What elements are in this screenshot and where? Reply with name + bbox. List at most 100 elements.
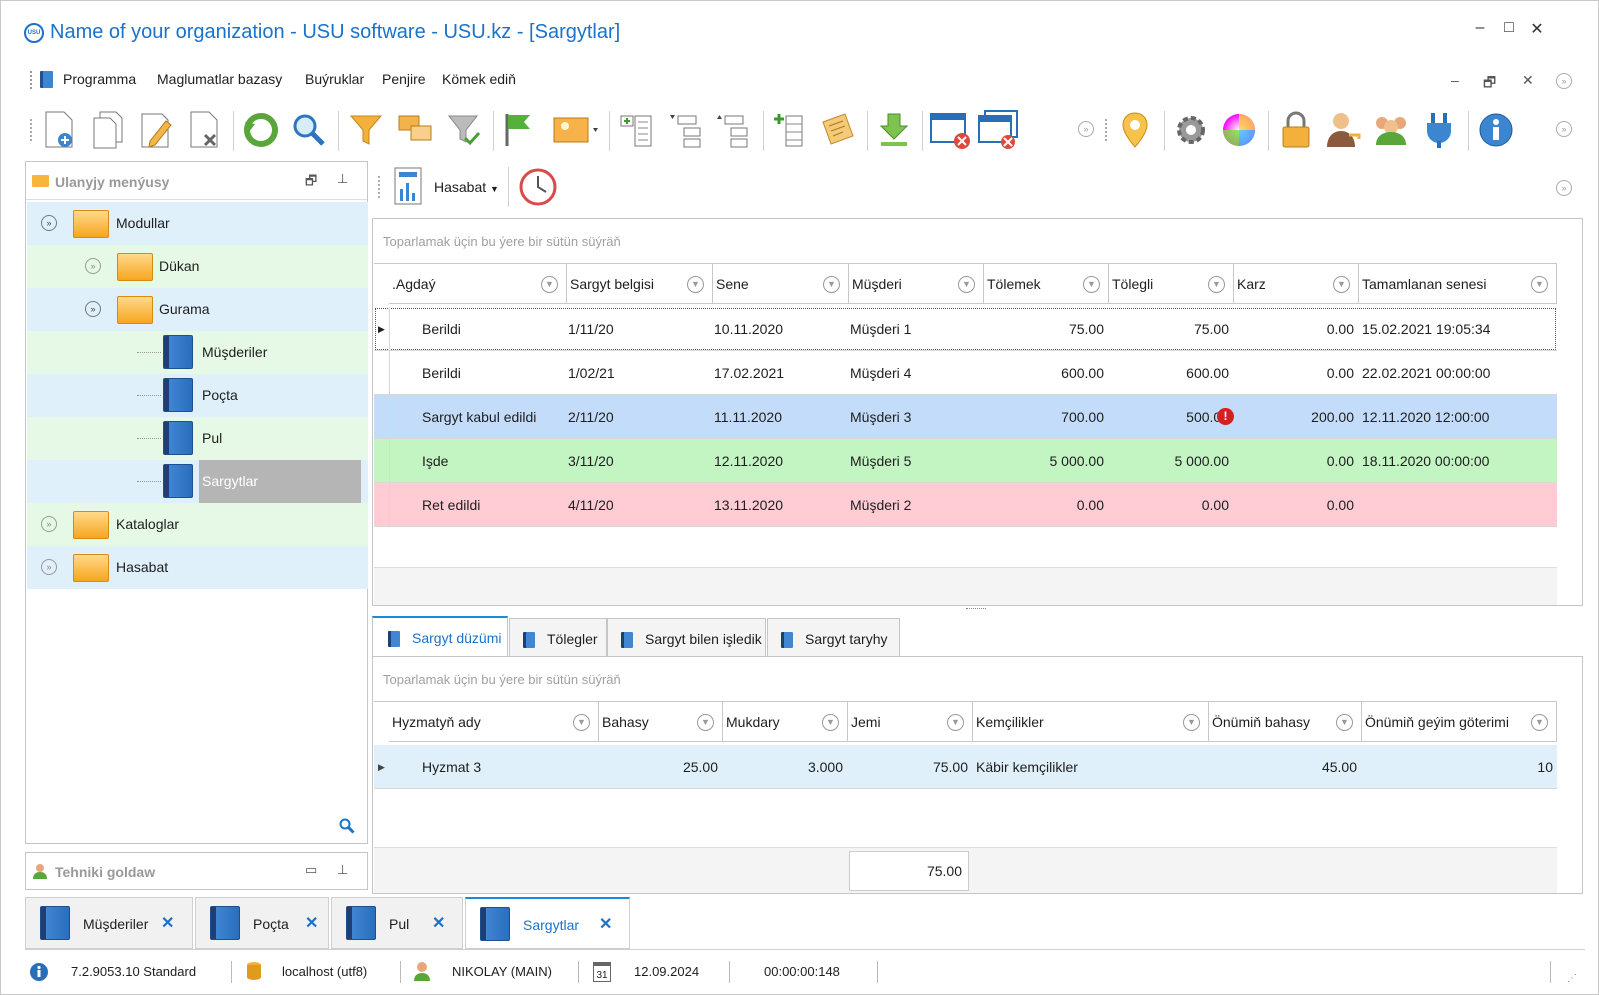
- float-panel-icon[interactable]: 🗗: [305, 173, 318, 188]
- expand-icon[interactable]: »: [41, 516, 57, 532]
- col-header-total[interactable]: Jemi ▼: [848, 702, 973, 742]
- close-tab-icon[interactable]: ✕: [599, 916, 613, 933]
- tree-item-hasabat[interactable]: » Hasabat: [27, 546, 368, 589]
- col-header-product-price[interactable]: Önümiň bahasy ▼: [1209, 702, 1362, 742]
- expand-icon[interactable]: [616, 109, 656, 151]
- resize-grip-icon[interactable]: ⋰: [1567, 973, 1577, 984]
- collapse-icon[interactable]: »: [85, 301, 101, 317]
- col-header-paid[interactable]: Tölegli ▼: [1109, 264, 1234, 304]
- collapse-icon[interactable]: »: [41, 215, 57, 231]
- toolbar2-more-icon[interactable]: »: [1556, 121, 1572, 137]
- order-row[interactable]: Işde 3/11/20 12.11.2020 Müşderi 5 5 000.00 5 …: [374, 439, 1557, 483]
- menu-help[interactable]: Kömek ediň: [442, 71, 516, 87]
- doc-tab-pocta[interactable]: Poçta ✕: [195, 897, 329, 949]
- tree-item-dukan[interactable]: » Dükan: [27, 245, 368, 288]
- maximize-button[interactable]: □: [1504, 19, 1514, 36]
- edit-icon[interactable]: [137, 109, 177, 151]
- close-window-icon[interactable]: [928, 109, 972, 151]
- tree-up-icon[interactable]: [712, 109, 752, 151]
- move-icon[interactable]: [395, 109, 435, 151]
- col-header-qty[interactable]: Mukdary ▼: [723, 702, 848, 742]
- menu-commands[interactable]: Buýruklar: [305, 71, 365, 87]
- search-icon[interactable]: [289, 109, 329, 151]
- tree-item-musderiler[interactable]: Müşderiler: [27, 331, 368, 374]
- close-tab-icon[interactable]: ✕: [432, 915, 446, 932]
- tree-item-sargytlar[interactable]: Sargytlar: [27, 460, 368, 503]
- col-header-wear[interactable]: Önümiň geýim göterimi ▼: [1362, 702, 1557, 742]
- order-row[interactable]: ▶ Berildi 1/11/20 10.11.2020 Müşderi 1 75.00 7…: [374, 307, 1557, 351]
- tree-item-pul[interactable]: Pul: [27, 417, 368, 460]
- filter-icon[interactable]: ▼: [1083, 276, 1100, 293]
- filter-icon[interactable]: ▼: [823, 276, 840, 293]
- lock-icon[interactable]: [1276, 109, 1316, 151]
- tab-order-history[interactable]: Sargyt taryhy: [767, 618, 900, 658]
- mdi-restore-button[interactable]: 🗗: [1483, 74, 1497, 90]
- col-header-number[interactable]: Sargyt belgisi ▼: [567, 264, 713, 304]
- toolbar-more-icon[interactable]: »: [1078, 121, 1094, 137]
- delete-icon[interactable]: [185, 109, 225, 151]
- menu-window[interactable]: Penjire: [382, 71, 426, 87]
- plug-icon[interactable]: [1419, 109, 1459, 151]
- minimize-button[interactable]: –: [1475, 19, 1485, 36]
- order-row[interactable]: Berildi 1/02/21 17.02.2021 Müşderi 4 600.00 6…: [374, 351, 1557, 395]
- user-key-icon[interactable]: [1323, 109, 1363, 151]
- col-header-defects[interactable]: Kemçilikler ▼: [973, 702, 1209, 742]
- doc-tab-musderiler[interactable]: Müşderiler ✕: [25, 897, 193, 949]
- expand-icon[interactable]: »: [41, 559, 57, 575]
- report-dropdown[interactable]: Hasabat ▼: [434, 179, 499, 195]
- filter-icon[interactable]: ▼: [541, 276, 558, 293]
- filter-icon[interactable]: ▼: [958, 276, 975, 293]
- notes-icon[interactable]: [818, 109, 858, 151]
- col-header-service-name[interactable]: Hyzmatyň ady ▼: [389, 702, 599, 742]
- copy-icon[interactable]: [88, 109, 128, 151]
- mdi-minimize-button[interactable]: –: [1451, 72, 1459, 88]
- tab-order-content[interactable]: Sargyt düzümi: [372, 616, 508, 656]
- expand-icon[interactable]: »: [85, 258, 101, 274]
- flag-icon[interactable]: [499, 109, 539, 151]
- restore-panel-icon[interactable]: ▭: [305, 862, 318, 877]
- filter-icon[interactable]: ▼: [1183, 714, 1200, 731]
- collapse-menu-icon[interactable]: »: [1556, 73, 1572, 89]
- toolbar-grip[interactable]: [30, 119, 33, 141]
- tech-support-panel[interactable]: Tehniki goldaw ▭ ⊥: [25, 852, 368, 890]
- tree-item-kataloglar[interactable]: » Kataloglar: [27, 503, 368, 546]
- tree-item-modullar[interactable]: » Modullar: [27, 202, 368, 245]
- filter-icon[interactable]: [346, 109, 386, 151]
- col-header-completed[interactable]: Tamamlanan senesi ▼: [1359, 264, 1557, 304]
- tab-worked-on-order[interactable]: Sargyt bilen işledik: [607, 618, 766, 658]
- doc-tab-sargytlar[interactable]: Sargytlar ✕: [465, 897, 630, 949]
- add-column-icon[interactable]: [769, 109, 809, 151]
- refresh-icon[interactable]: [241, 109, 281, 151]
- col-header-debt[interactable]: Karz ▼: [1234, 264, 1359, 304]
- clock-icon[interactable]: [519, 168, 557, 209]
- filter-icon[interactable]: ▼: [1336, 714, 1353, 731]
- menu-database[interactable]: Maglumatlar bazasy: [157, 71, 283, 87]
- report-bar-grip[interactable]: [378, 176, 381, 198]
- location-icon[interactable]: [1115, 109, 1155, 151]
- color-wheel-icon[interactable]: [1219, 109, 1259, 151]
- pin-icon[interactable]: ⊥: [337, 862, 349, 877]
- image-icon[interactable]: [550, 109, 602, 151]
- new-doc-icon[interactable]: [40, 109, 80, 151]
- order-row[interactable]: Ret edildi 4/11/20 13.11.2020 Müşderi 2 0.00…: [374, 483, 1557, 527]
- menu-programma[interactable]: Programma: [63, 71, 137, 87]
- tree-item-gurama[interactable]: » Gurama: [27, 288, 368, 331]
- col-header-price[interactable]: Bahasy ▼: [599, 702, 723, 742]
- toolbar2-grip[interactable]: [1105, 119, 1108, 141]
- tree-item-pocta[interactable]: Poçta: [27, 374, 368, 417]
- filter-icon[interactable]: ▼: [1208, 276, 1225, 293]
- col-header-status[interactable]: .Agdaý ▼: [389, 264, 567, 304]
- menu-grip[interactable]: [30, 71, 33, 89]
- detail-row[interactable]: ▶ Hyzmat 3 25.00 3.000 75.00 Käbir kemçi…: [374, 745, 1557, 789]
- col-header-date[interactable]: Sene ▼: [713, 264, 849, 304]
- col-header-to-pay[interactable]: Tölemek ▼: [984, 264, 1109, 304]
- filter-icon[interactable]: ▼: [822, 714, 839, 731]
- mdi-close-button[interactable]: ✕: [1522, 72, 1534, 88]
- close-tab-icon[interactable]: ✕: [305, 915, 319, 932]
- filter-icon[interactable]: ▼: [1531, 276, 1548, 293]
- report-bar-more-icon[interactable]: »: [1556, 180, 1572, 196]
- filter-icon[interactable]: ▼: [1531, 714, 1548, 731]
- filter-icon[interactable]: ▼: [573, 714, 590, 731]
- search-icon[interactable]: [339, 818, 355, 837]
- filter-check-icon[interactable]: [444, 109, 484, 151]
